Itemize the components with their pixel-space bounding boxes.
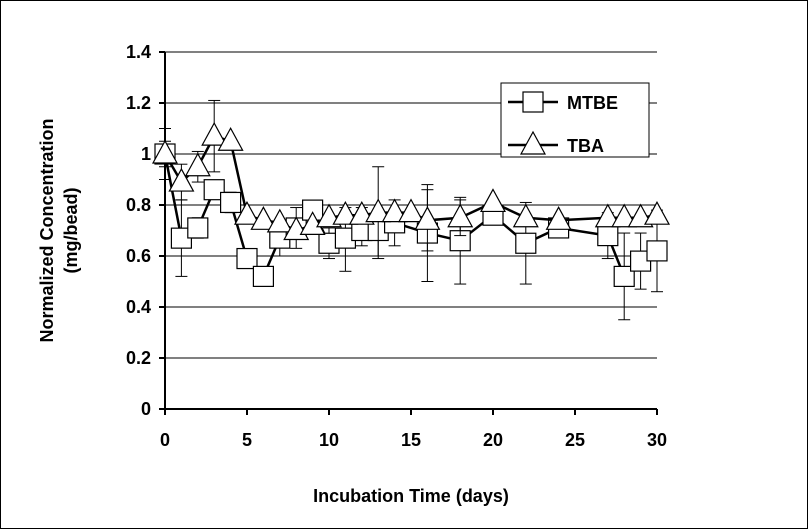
data-point-tba	[217, 126, 244, 151]
x-tick-label: 0	[160, 430, 170, 450]
data-point-tba	[479, 188, 507, 213]
data-point-mtbe	[220, 191, 242, 214]
x-tick-label: 15	[401, 430, 421, 450]
legend-item-tba: TBA	[508, 130, 604, 156]
y-tick-labels: 0 0.2 0.4 0.6 0.8 1 1.2 1.4	[126, 42, 151, 419]
x-tick-label: 20	[483, 430, 503, 450]
data-point-tba	[381, 198, 408, 223]
data-point-tba	[184, 152, 211, 177]
y-tick-label: 0.2	[126, 348, 151, 368]
data-point-tba	[397, 198, 425, 223]
data-point-mtbe	[613, 265, 635, 287]
data-point-tba	[201, 121, 228, 146]
data-point-mtbe	[646, 240, 668, 262]
data-point-tba	[168, 167, 195, 192]
y-tick-label: 0	[141, 399, 151, 419]
series	[151, 99, 671, 321]
y-tick-label: 1.2	[126, 93, 151, 113]
data-point-tba	[250, 206, 277, 230]
data-point-tba	[447, 203, 474, 228]
y-tick-label: 0.4	[126, 297, 151, 317]
data-point-mtbe	[236, 247, 258, 270]
data-point-mtbe	[203, 179, 225, 201]
x-tick-label: 5	[242, 430, 252, 450]
y-axis-title-line2: (mg/bead)	[61, 187, 81, 273]
y-tick-label: 0.6	[126, 246, 151, 266]
data-point-mtbe	[597, 225, 619, 247]
data-point-tba	[266, 208, 293, 233]
data-point-tba	[233, 200, 261, 225]
y-tick-label: 1.4	[126, 42, 151, 62]
legend-item-mtbe: MTBE	[508, 91, 618, 113]
y-tick-label: 1	[141, 144, 151, 164]
legend: MTBE TBA	[500, 82, 650, 158]
x-axis-title: Incubation Time (days)	[313, 486, 509, 506]
x-tick-label: 10	[319, 430, 339, 450]
data-point-tba	[545, 206, 572, 230]
data-point-mtbe	[515, 232, 537, 254]
legend-label: MTBE	[567, 93, 618, 113]
x-tick-label: 30	[647, 430, 667, 450]
data-point-tba	[512, 203, 539, 228]
data-point-mtbe	[252, 265, 274, 287]
data-point-tba	[151, 139, 179, 164]
legend-label: TBA	[567, 136, 604, 156]
legend-marker-tba	[519, 130, 547, 155]
axes	[159, 51, 658, 415]
x-tick-labels: 0 5 10 15 20 25 30	[160, 430, 667, 450]
legend-marker-mtbe	[522, 91, 544, 113]
x-tick-label: 25	[565, 430, 585, 450]
data-point-tba	[594, 203, 621, 228]
data-point-tba	[414, 206, 441, 230]
series-tba	[151, 99, 671, 260]
data-point-tba	[643, 200, 671, 225]
data-point-mtbe	[187, 217, 209, 239]
y-axis-title-line1: Normalized Concentration	[37, 118, 57, 342]
data-point-tba	[332, 200, 359, 225]
series-mtbe	[154, 140, 668, 321]
data-point-tba	[611, 203, 638, 228]
y-tick-label: 0.8	[126, 195, 151, 215]
data-point-tba	[365, 198, 392, 223]
